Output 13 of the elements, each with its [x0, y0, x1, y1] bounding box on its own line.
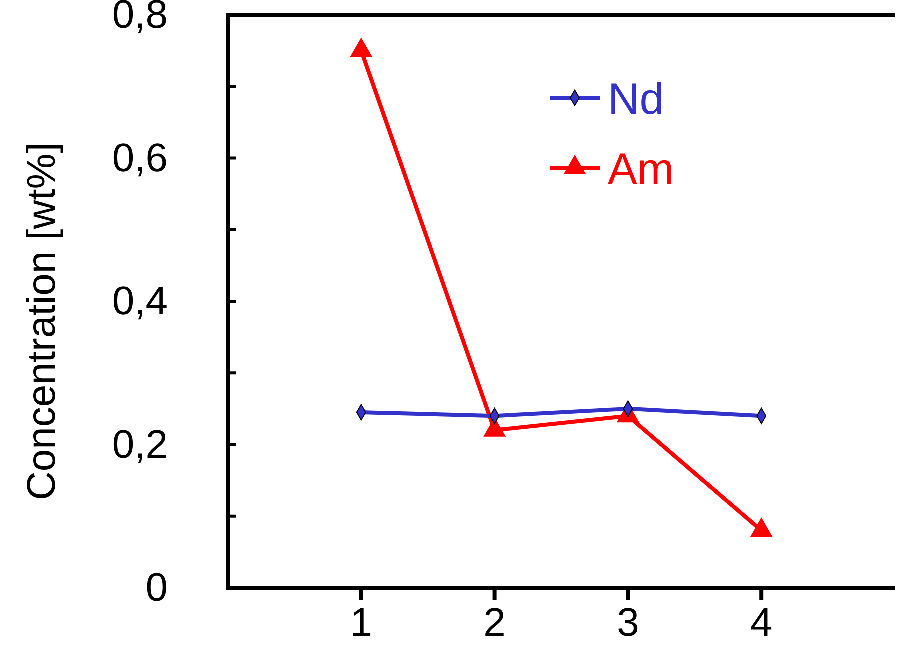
x-tick-label: 1: [350, 601, 373, 645]
y-tick-label: 0: [146, 566, 168, 610]
legend-label: Nd: [608, 75, 664, 124]
y-tick-label: 0,4: [112, 280, 168, 324]
y-axis-title: Concentration [wt%]: [20, 142, 64, 500]
y-tick-label: 0,2: [112, 422, 168, 467]
x-tick-label: 2: [484, 601, 506, 645]
y-tick-label: 0,6: [112, 136, 168, 180]
legend-label: Am: [608, 145, 674, 194]
y-tick-label: 0,8: [112, 0, 168, 37]
x-tick-label: 3: [617, 601, 640, 645]
x-tick-label: 4: [750, 601, 773, 645]
point: [350, 38, 373, 58]
